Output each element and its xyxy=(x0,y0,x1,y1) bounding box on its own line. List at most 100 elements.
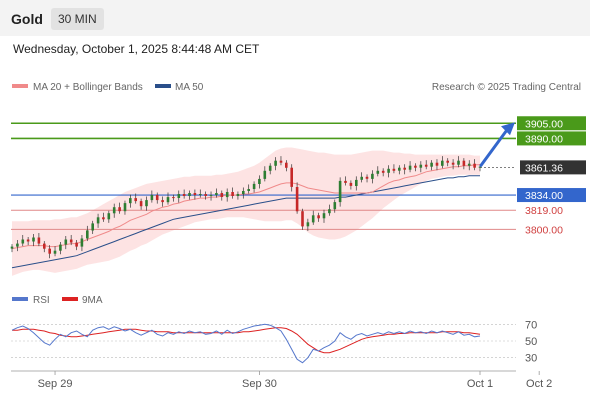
candle-body xyxy=(134,198,137,202)
candle-body xyxy=(69,239,73,243)
candle-body xyxy=(381,170,385,173)
candle xyxy=(102,212,105,222)
candle-body xyxy=(129,198,132,204)
candle xyxy=(451,159,455,170)
candle xyxy=(43,241,46,253)
candle-body xyxy=(398,167,401,171)
candle-body xyxy=(193,193,197,195)
candle-body xyxy=(349,182,353,186)
forecast-arrow-head xyxy=(501,122,515,136)
candle xyxy=(182,189,186,199)
candle xyxy=(473,159,476,171)
candle xyxy=(172,194,175,202)
candle xyxy=(209,191,213,201)
candle xyxy=(53,246,57,257)
candle xyxy=(258,175,261,189)
candle-body xyxy=(225,192,229,198)
rsi-tick-label: 30 xyxy=(525,353,537,365)
candle-body xyxy=(328,209,331,214)
candle-body xyxy=(10,246,14,249)
candle-body xyxy=(279,160,283,163)
time-axis-label: Oct 1 xyxy=(467,378,493,390)
candle-body xyxy=(344,180,347,183)
candle xyxy=(344,176,347,186)
candle-body xyxy=(204,194,207,196)
rsi-ma-line xyxy=(12,327,481,354)
candle-body xyxy=(64,239,68,245)
candle xyxy=(225,188,229,202)
rsi-ma-legend-label: 9MA xyxy=(82,295,103,306)
candle-body xyxy=(145,200,148,207)
candle xyxy=(75,240,78,251)
candle-body xyxy=(155,195,159,201)
candle xyxy=(446,158,449,167)
level-tags: 3905.00 3890.00 3861.36 3834.00 3819.00 3800.… xyxy=(517,116,586,236)
level-tag-3861-36 xyxy=(520,160,586,175)
candle xyxy=(285,160,288,172)
candle-body xyxy=(172,197,175,199)
level-tag-3890-00 xyxy=(517,131,586,146)
candle xyxy=(371,170,374,184)
candle-body xyxy=(478,166,482,168)
candle-body xyxy=(26,239,30,242)
candle xyxy=(419,161,423,173)
candle xyxy=(295,182,299,214)
candle xyxy=(279,156,283,166)
level-lines xyxy=(11,122,516,230)
candle xyxy=(322,209,326,223)
candle-body xyxy=(371,173,374,179)
candle-body xyxy=(360,176,363,180)
candle-body xyxy=(306,222,310,227)
candle-body xyxy=(150,195,154,201)
candle-body xyxy=(139,201,143,207)
candle-body xyxy=(355,179,358,186)
candle-body xyxy=(414,165,417,168)
candle xyxy=(166,192,170,205)
candle-body xyxy=(274,160,277,166)
level-tag-3834-00 xyxy=(517,188,586,203)
candle xyxy=(139,198,143,210)
candles xyxy=(10,156,482,259)
timeframe-badge[interactable]: 30 MIN xyxy=(51,8,104,30)
candle-body xyxy=(430,162,433,167)
candle xyxy=(387,165,390,178)
candle-body xyxy=(467,163,471,166)
candle xyxy=(408,161,412,173)
candle-body xyxy=(403,167,406,170)
candle xyxy=(317,212,320,222)
credit-label: Research © 2025 Trading Central xyxy=(432,82,581,93)
candle-body xyxy=(311,215,315,223)
forecast-arrow xyxy=(479,122,515,167)
rsi-line xyxy=(11,323,481,364)
asset-title: Gold xyxy=(11,11,43,27)
ma20-legend-swatch xyxy=(12,84,28,88)
candle xyxy=(188,190,191,200)
candle xyxy=(462,158,466,170)
candle-body xyxy=(80,238,84,247)
candle-body xyxy=(338,180,342,203)
candle xyxy=(161,196,164,207)
candle xyxy=(355,176,358,191)
candle xyxy=(376,166,380,177)
time-axis-label: Sep 29 xyxy=(38,378,73,390)
candle-body xyxy=(263,170,267,179)
candle xyxy=(155,192,159,204)
candle xyxy=(392,164,396,174)
candle xyxy=(69,234,73,246)
candle-body xyxy=(96,217,100,224)
time-axis: Sep 29 Sep 30 Oct 1 Oct 2 xyxy=(11,370,552,390)
candle-body xyxy=(166,197,170,203)
candle-body xyxy=(424,164,428,167)
level-tag-text-3834-00: 3834.00 xyxy=(525,190,563,202)
candle xyxy=(360,172,363,183)
candle-body xyxy=(21,239,25,244)
candle-body xyxy=(451,162,455,165)
candle xyxy=(231,187,234,199)
top-bar: Gold 30 MIN xyxy=(0,0,590,36)
candle xyxy=(268,163,272,175)
candle xyxy=(32,233,35,247)
candle-body xyxy=(16,243,19,247)
level-tag-3905-00 xyxy=(517,116,586,131)
candle-body xyxy=(387,168,390,173)
